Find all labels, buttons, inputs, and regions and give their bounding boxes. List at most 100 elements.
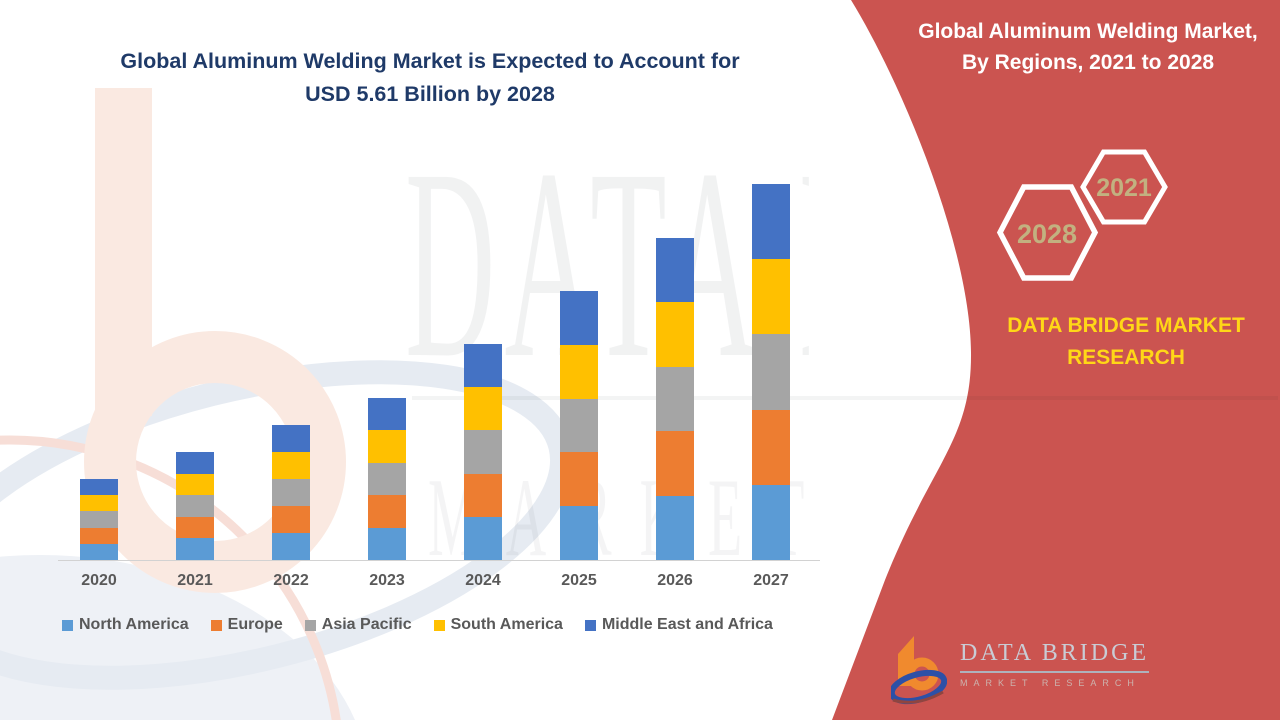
stacked-bar-2022 bbox=[272, 425, 310, 560]
stacked-bar-2023 bbox=[368, 398, 406, 560]
bar-segment-south-america bbox=[464, 387, 502, 431]
bar-segment-asia-pacific bbox=[176, 495, 214, 517]
bar-segment-north-america bbox=[560, 506, 598, 560]
x-axis-label-2022: 2022 bbox=[273, 572, 309, 589]
stacked-bar-2021 bbox=[176, 452, 214, 560]
bar-segment-asia-pacific bbox=[272, 479, 310, 506]
bar-segment-middle-east-and-africa bbox=[656, 238, 694, 303]
plot-area: 2020 2021 2022 2023 2024 2025 2026 2027 bbox=[58, 184, 820, 589]
bar-segment-north-america bbox=[176, 538, 214, 560]
x-axis-label-2020: 2020 bbox=[81, 572, 117, 589]
bar-segment-middle-east-and-africa bbox=[752, 184, 790, 260]
hexagon-2028 bbox=[996, 184, 1099, 281]
logo-subtext: MARKET RESEARCH bbox=[960, 678, 1140, 688]
bar-segment-middle-east-and-africa bbox=[368, 398, 406, 431]
red-panel-shape bbox=[832, 0, 1280, 720]
stacked-bar-2020 bbox=[80, 479, 118, 560]
bar-segment-europe bbox=[656, 431, 694, 496]
bar-segment-middle-east-and-africa bbox=[464, 344, 502, 388]
legend-label: Europe bbox=[227, 616, 283, 633]
bar-segment-north-america bbox=[464, 516, 502, 560]
legend-item-north-america: North America bbox=[62, 616, 189, 634]
bar-segment-south-america bbox=[176, 473, 214, 496]
bar-segment-south-america bbox=[368, 430, 406, 463]
bar-segment-middle-east-and-africa bbox=[176, 452, 214, 474]
hexagon-2028-label: 2028 bbox=[1017, 219, 1077, 249]
x-axis-label-2025: 2025 bbox=[561, 572, 597, 589]
bar-segment-middle-east-and-africa bbox=[272, 425, 310, 452]
x-axis-label-2021: 2021 bbox=[177, 572, 213, 589]
hexagon-2021 bbox=[1080, 149, 1168, 225]
bar-segment-north-america bbox=[752, 484, 790, 560]
bar-segment-north-america bbox=[272, 533, 310, 560]
x-axis-label-2027: 2027 bbox=[753, 572, 789, 589]
bar-segment-north-america bbox=[80, 543, 118, 560]
panel-title-line1: Global Aluminum Welding Market, bbox=[918, 20, 1258, 43]
bar-segment-asia-pacific bbox=[752, 334, 790, 410]
legend: North America Europe Asia Pacific South Ame… bbox=[62, 616, 773, 634]
panel-title: Global Aluminum Welding Market, By Regio… bbox=[896, 16, 1280, 78]
bar-segment-asia-pacific bbox=[80, 511, 118, 528]
logo-text-block: DATA BRIDGE MARKET RESEARCH bbox=[960, 630, 1150, 688]
bar-segment-europe bbox=[560, 452, 598, 507]
bar-segment-asia-pacific bbox=[368, 462, 406, 496]
bar-segment-north-america bbox=[656, 495, 694, 560]
logo-name: DATA BRIDGE bbox=[960, 640, 1150, 673]
brand-text: DATA BRIDGE MARKET RESEARCH bbox=[950, 310, 1280, 374]
x-axis-label-2026: 2026 bbox=[657, 572, 693, 589]
logo-swoosh bbox=[891, 669, 947, 705]
bar-segment-south-america bbox=[80, 495, 118, 512]
bar-segment-asia-pacific bbox=[656, 366, 694, 432]
legend-swatch bbox=[304, 619, 316, 631]
legend-swatch bbox=[584, 619, 596, 631]
data-bridge-logo: DATA BRIDGE MARKET RESEARCH bbox=[891, 630, 1150, 706]
legend-item-europe: Europe bbox=[210, 616, 283, 634]
watermark-b-bowl bbox=[84, 331, 346, 593]
watermark-red-arc bbox=[0, 435, 341, 720]
legend-label: North America bbox=[79, 616, 189, 633]
panel-title-line2: By Regions, 2021 to 2028 bbox=[961, 51, 1215, 74]
chart-title: Global Aluminum Welding Market is Expect… bbox=[60, 45, 800, 111]
chart-title-line1: Global Aluminum Welding Market is Expect… bbox=[120, 49, 740, 73]
bar-segment-middle-east-and-africa bbox=[560, 291, 598, 345]
brand-text-line2: RESEARCH bbox=[1067, 346, 1185, 369]
stacked-bar-2025 bbox=[560, 291, 598, 560]
legend-swatch bbox=[210, 619, 222, 631]
bar-segment-middle-east-and-africa bbox=[80, 479, 118, 496]
legend-item-south-america: South America bbox=[433, 616, 563, 634]
bar-segment-europe bbox=[80, 527, 118, 544]
brand-text-line1: DATA BRIDGE MARKET bbox=[1007, 314, 1245, 337]
bar-segment-europe bbox=[272, 506, 310, 533]
logo-swoosh-tail bbox=[892, 690, 944, 704]
legend-label: South America bbox=[450, 616, 563, 633]
hexagon-2021-label: 2021 bbox=[1096, 174, 1152, 202]
bar-segment-south-america bbox=[272, 452, 310, 479]
bar-segment-north-america bbox=[368, 527, 406, 560]
bar-segment-europe bbox=[752, 409, 790, 485]
bar-segment-south-america bbox=[560, 344, 598, 399]
bar-segment-europe bbox=[464, 473, 502, 517]
legend-swatch bbox=[62, 619, 73, 631]
x-axis-label-2024: 2024 bbox=[465, 572, 501, 589]
data-bridge-logo-icon bbox=[891, 636, 947, 705]
hexagon-badges: 2028 2021 bbox=[996, 149, 1168, 281]
legend-item-middle-east-and-africa: Middle East and Africa bbox=[584, 616, 773, 634]
legend-label: Asia Pacific bbox=[321, 616, 412, 633]
stacked-bar-2024 bbox=[464, 344, 502, 560]
legend-label: Middle East and Africa bbox=[601, 616, 773, 633]
legend-item-asia-pacific: Asia Pacific bbox=[304, 616, 412, 634]
bar-segment-europe bbox=[176, 516, 214, 539]
legend-swatch bbox=[433, 619, 445, 631]
bar-segment-europe bbox=[368, 495, 406, 528]
stacked-bar-2026 bbox=[656, 238, 694, 560]
chart-title-line2: USD 5.61 Billion by 2028 bbox=[305, 82, 555, 106]
bar-segment-asia-pacific bbox=[560, 398, 598, 453]
x-axis-label-2023: 2023 bbox=[369, 572, 405, 589]
stacked-bar-2027 bbox=[752, 184, 790, 560]
bar-segment-south-america bbox=[752, 259, 790, 335]
bar-segment-asia-pacific bbox=[464, 430, 502, 474]
watermark-logo-shapes bbox=[0, 88, 575, 720]
x-axis-line bbox=[58, 560, 820, 561]
